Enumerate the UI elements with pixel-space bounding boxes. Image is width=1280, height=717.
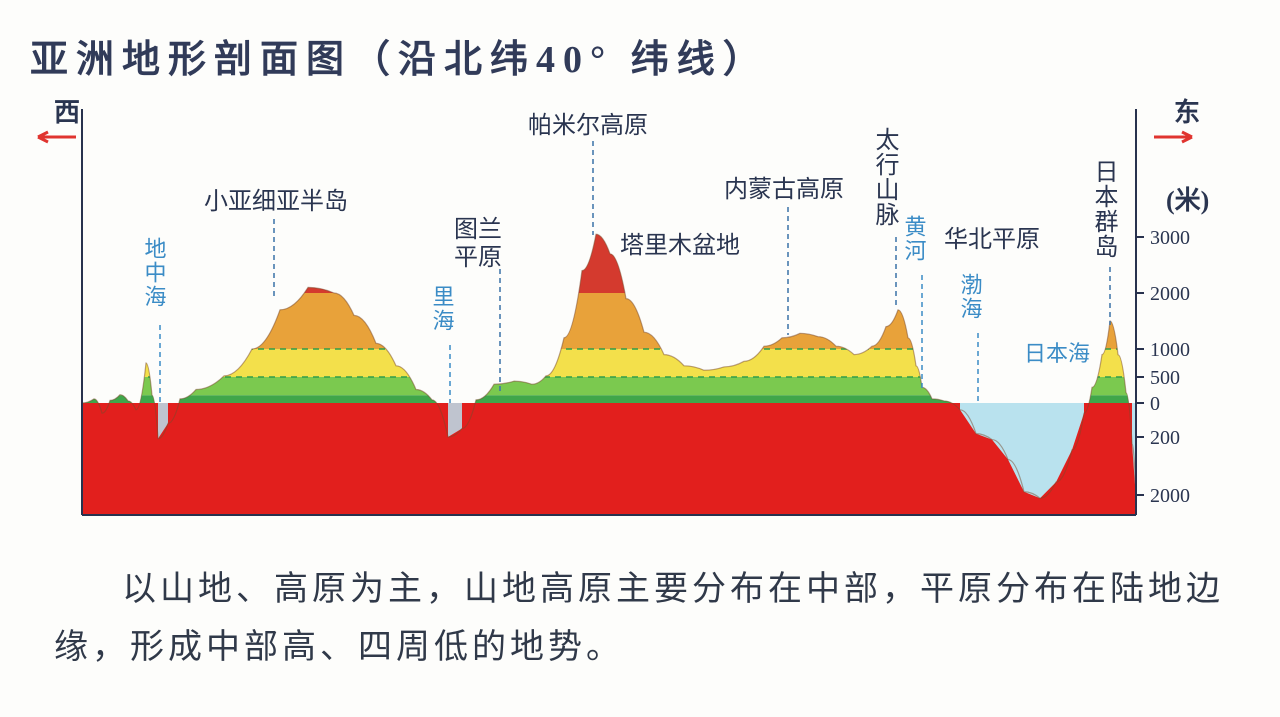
terrain-label: 帕米尔高原 [528, 112, 648, 139]
terrain-label: 日本群岛 [1090, 159, 1118, 259]
terrain-cross-section-chart: 3000 2000 1000 500 0 200 2000 (米) 西 东小亚细亚半岛图兰平原 帕米… [24, 97, 1254, 527]
water-label: 里海 [430, 285, 455, 333]
water-label: 日本海 [1024, 341, 1090, 366]
terrain-label: 太行山脉 [871, 127, 899, 227]
terrain-label: 平原 [454, 245, 502, 271]
water-label: 黄河 [902, 215, 927, 263]
arrow-east-icon [1154, 132, 1192, 142]
terrain-label: 内蒙古高原 [724, 176, 844, 203]
y-tick-label: 2000 [1150, 283, 1190, 305]
arrow-west-icon [38, 132, 76, 142]
water-label: 地中海 [142, 237, 167, 309]
caption-text: 以山地、高原为主，山地高原主要分布在中部，平原分布在陆地边缘，形成中部高、四周低… [54, 561, 1226, 677]
page-title: 亚洲地形剖面图（沿北纬40° 纬线） [30, 28, 1256, 83]
y-tick-label: 2000 [1150, 485, 1190, 507]
terrain-label: 华北平原 [944, 226, 1040, 253]
y-tick-label: 0 [1150, 393, 1160, 415]
y-tick-label: 3000 [1150, 227, 1190, 249]
terrain-label: 图兰 [454, 216, 502, 243]
terrain-label: 塔里木盆地 [620, 232, 740, 259]
direction-east: 东 [1174, 97, 1200, 127]
terrain-label: 小亚细亚半岛 [204, 188, 348, 215]
y-tick-label: 200 [1150, 427, 1180, 449]
y-tick-label: 1000 [1150, 339, 1190, 361]
y-tick-label: 500 [1150, 367, 1180, 389]
water-label: 渤海 [958, 273, 983, 321]
direction-west: 西 [54, 98, 80, 127]
y-unit-label: (米) [1166, 186, 1209, 215]
